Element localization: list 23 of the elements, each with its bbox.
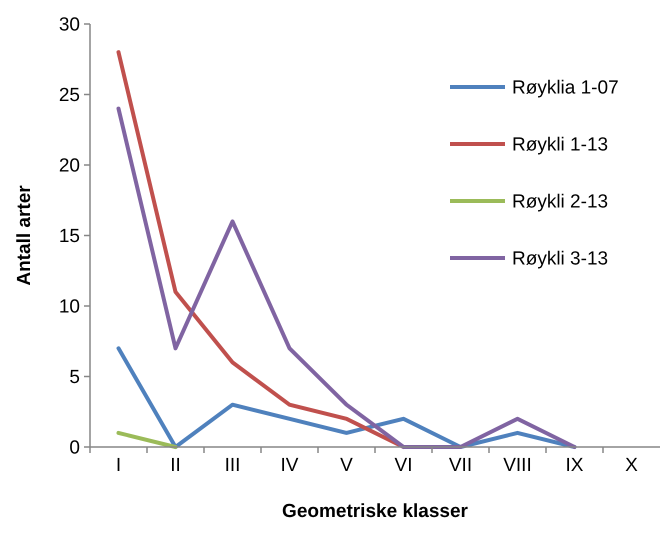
x-tick-label: VII: [448, 455, 472, 476]
y-tick-label: 25: [58, 85, 80, 106]
x-tick-label: I: [116, 455, 122, 476]
legend-label: Røyklia 1-07: [512, 78, 619, 99]
y-axis-title: Antall arter: [14, 184, 35, 286]
x-axis-title: Geometriske klasser: [282, 501, 469, 522]
x-tick-label: V: [340, 455, 354, 476]
legend-label: Røykli 1-13: [512, 134, 608, 156]
x-tick-label: VIII: [503, 455, 532, 476]
x-tick-label: VI: [394, 455, 412, 476]
y-tick-label: 5: [69, 367, 80, 388]
y-tick-label: 30: [58, 14, 80, 36]
y-tick-label: 0: [69, 438, 80, 459]
legend-label: Røykli 3-13: [512, 248, 608, 270]
x-tick-label: IV: [280, 455, 299, 476]
x-tick-label: III: [224, 455, 240, 476]
x-tick-label: X: [625, 455, 638, 476]
y-tick-label: 10: [58, 296, 80, 318]
y-tick-label: 20: [58, 156, 80, 177]
x-tick-label: IX: [566, 455, 584, 476]
x-tick-label: II: [170, 455, 181, 476]
legend-label: Røykli 2-13: [512, 192, 608, 213]
y-tick-label: 15: [58, 226, 80, 248]
